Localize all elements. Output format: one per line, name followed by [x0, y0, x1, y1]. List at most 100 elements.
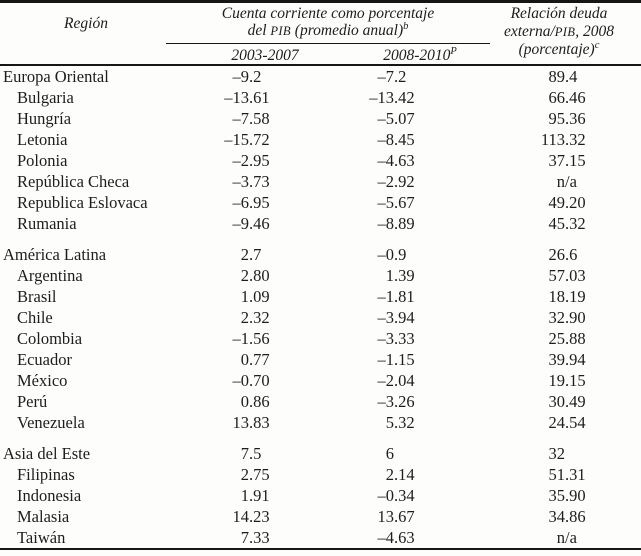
value-cell: 2.7: [168, 244, 320, 265]
value-fraction-part: .86: [249, 392, 270, 411]
value-fraction-part: .88: [565, 329, 586, 348]
value-integer-part: 7: [240, 444, 249, 463]
region-name-cell: Republica Eslovaca: [17, 193, 148, 212]
region-name-cell: Perú: [17, 392, 48, 411]
subcolumn-header-2008-2010: 2008-2010P: [341, 45, 499, 64]
value-integer-part: 2: [240, 308, 249, 327]
value-fraction-part: .94: [565, 350, 586, 369]
table-row: Perú 0.86 –3.26 30.49: [0, 391, 641, 412]
table-row: Indonesia 1.91 –0.34 35.90: [0, 485, 641, 506]
value-integer-part: 13: [232, 413, 250, 432]
value-integer-part: –0: [377, 486, 395, 505]
value-cell: 30.49: [470, 391, 641, 412]
value-cell: 2.75: [168, 464, 320, 485]
value-cell: –2.04: [320, 370, 470, 391]
table-row: Taiwán 7.33 –4.63 n/a: [0, 527, 641, 548]
value-cell: –3.33: [320, 328, 470, 349]
value-integer-part: –7: [377, 67, 395, 86]
value-fraction-part: .36: [565, 109, 586, 128]
value-cell: 57.03: [470, 265, 641, 286]
value-fraction-part: .95: [249, 151, 270, 170]
region-name-cell: Ecuador: [17, 350, 72, 369]
table-row: Europa Oriental –9.2 –7.2 89.4: [0, 66, 641, 87]
region-name-cell: Rumania: [17, 214, 77, 233]
value-fraction-part: .91: [249, 486, 270, 505]
value-cell: 0.77: [168, 349, 320, 370]
value-fraction-part: .32: [394, 413, 415, 432]
footnote-marker-p: P: [450, 45, 457, 57]
value-integer-part: –0: [377, 245, 395, 264]
value-cell: 5.32: [320, 412, 470, 433]
value-fraction-part: .95: [249, 193, 270, 212]
header-text-fragment: , 2008: [575, 22, 615, 40]
value-fraction-part: .31: [565, 465, 586, 484]
value-integer-part: 2: [385, 465, 394, 484]
debt-header-line1: Relación deuda: [510, 5, 608, 22]
value-integer-part: 35: [548, 486, 566, 505]
value-integer-part: 49: [548, 193, 566, 212]
value-fraction-part: .49: [565, 392, 586, 411]
value-integer-part: –8: [377, 214, 395, 233]
value-cell: 25.88: [470, 328, 641, 349]
table-row: Malasia 14.23 13.67 34.86: [0, 506, 641, 527]
value-cell: –1.81: [320, 286, 470, 307]
value-integer-part: 18: [548, 287, 566, 306]
value-cell: 113.32: [470, 129, 641, 150]
value-fraction-part: .2: [249, 67, 262, 86]
value-fraction-part: .92: [394, 172, 415, 191]
value-integer-part: 2: [240, 266, 249, 285]
value-cell: –7.58: [168, 108, 320, 129]
value-fraction-part: .32: [565, 214, 586, 233]
value-cell: 49.20: [470, 192, 641, 213]
table-row: Rumania –9.46 –8.89 45.32: [0, 213, 641, 234]
value-fraction-part: .7: [249, 245, 262, 264]
value-fraction-part: .23: [249, 507, 270, 526]
table-header: Región Cuenta corriente como porcentaje …: [0, 0, 641, 66]
spanning-header-line1: Cuenta corriente como porcentaje: [221, 5, 435, 22]
value-cell: n/a: [470, 527, 641, 548]
value-integer-part: 26: [548, 245, 566, 264]
value-fraction-part: .39: [394, 266, 415, 285]
region-name-cell: Filipinas: [17, 465, 75, 484]
value-fraction-part: /a: [565, 528, 577, 547]
debt-header-line3: (porcentaje)c: [477, 40, 641, 59]
value-fraction-part: .61: [249, 88, 270, 107]
value-fraction-part: .14: [394, 465, 415, 484]
region-name-cell: Bulgaria: [17, 88, 74, 107]
value-cell: 66.46: [470, 87, 641, 108]
header-text-fragment: del: [247, 22, 271, 39]
value-integer-part: 66: [548, 88, 566, 107]
table-row: Ecuador 0.77 –1.15 39.94: [0, 349, 641, 370]
value-integer-part: –9: [232, 214, 250, 233]
value-fraction-part: .42: [394, 88, 415, 107]
value-cell: 89.4: [470, 66, 641, 87]
value-integer-part: 5: [385, 413, 394, 432]
value-integer-part: –13: [224, 88, 249, 107]
value-fraction-part: .83: [249, 413, 270, 432]
value-cell: –13.42: [320, 87, 470, 108]
value-integer-part: –7: [232, 109, 250, 128]
value-cell: 2.80: [168, 265, 320, 286]
pib-smallcaps-text: PIB: [554, 24, 576, 39]
value-integer-part: –6: [232, 193, 250, 212]
value-cell: –5.67: [320, 192, 470, 213]
value-integer-part: n: [556, 528, 565, 547]
value-cell: –1.56: [168, 328, 320, 349]
region-name-cell: Brasil: [17, 287, 57, 306]
table-row: Hungría –7.58 –5.07 95.36: [0, 108, 641, 129]
value-fraction-part: .03: [565, 266, 586, 285]
value-fraction-part: .07: [394, 109, 415, 128]
value-integer-part: 45: [548, 214, 566, 233]
value-integer-part: 51: [548, 465, 566, 484]
region-name-cell: América Latina: [3, 245, 107, 264]
value-cell: –2.95: [168, 150, 320, 171]
value-integer-part: n: [556, 172, 565, 191]
value-fraction-part: .75: [249, 465, 270, 484]
value-fraction-part: .34: [394, 486, 415, 505]
table-row: Asia del Este 7.5 6 32: [0, 443, 641, 464]
value-cell: 7.33: [168, 527, 320, 548]
region-name-cell: Hungría: [17, 109, 72, 128]
table-row: Letonia –15.72 –8.45 113.32: [0, 129, 641, 150]
subcolumn-header-2003-2007: 2003-2007: [231, 47, 299, 64]
